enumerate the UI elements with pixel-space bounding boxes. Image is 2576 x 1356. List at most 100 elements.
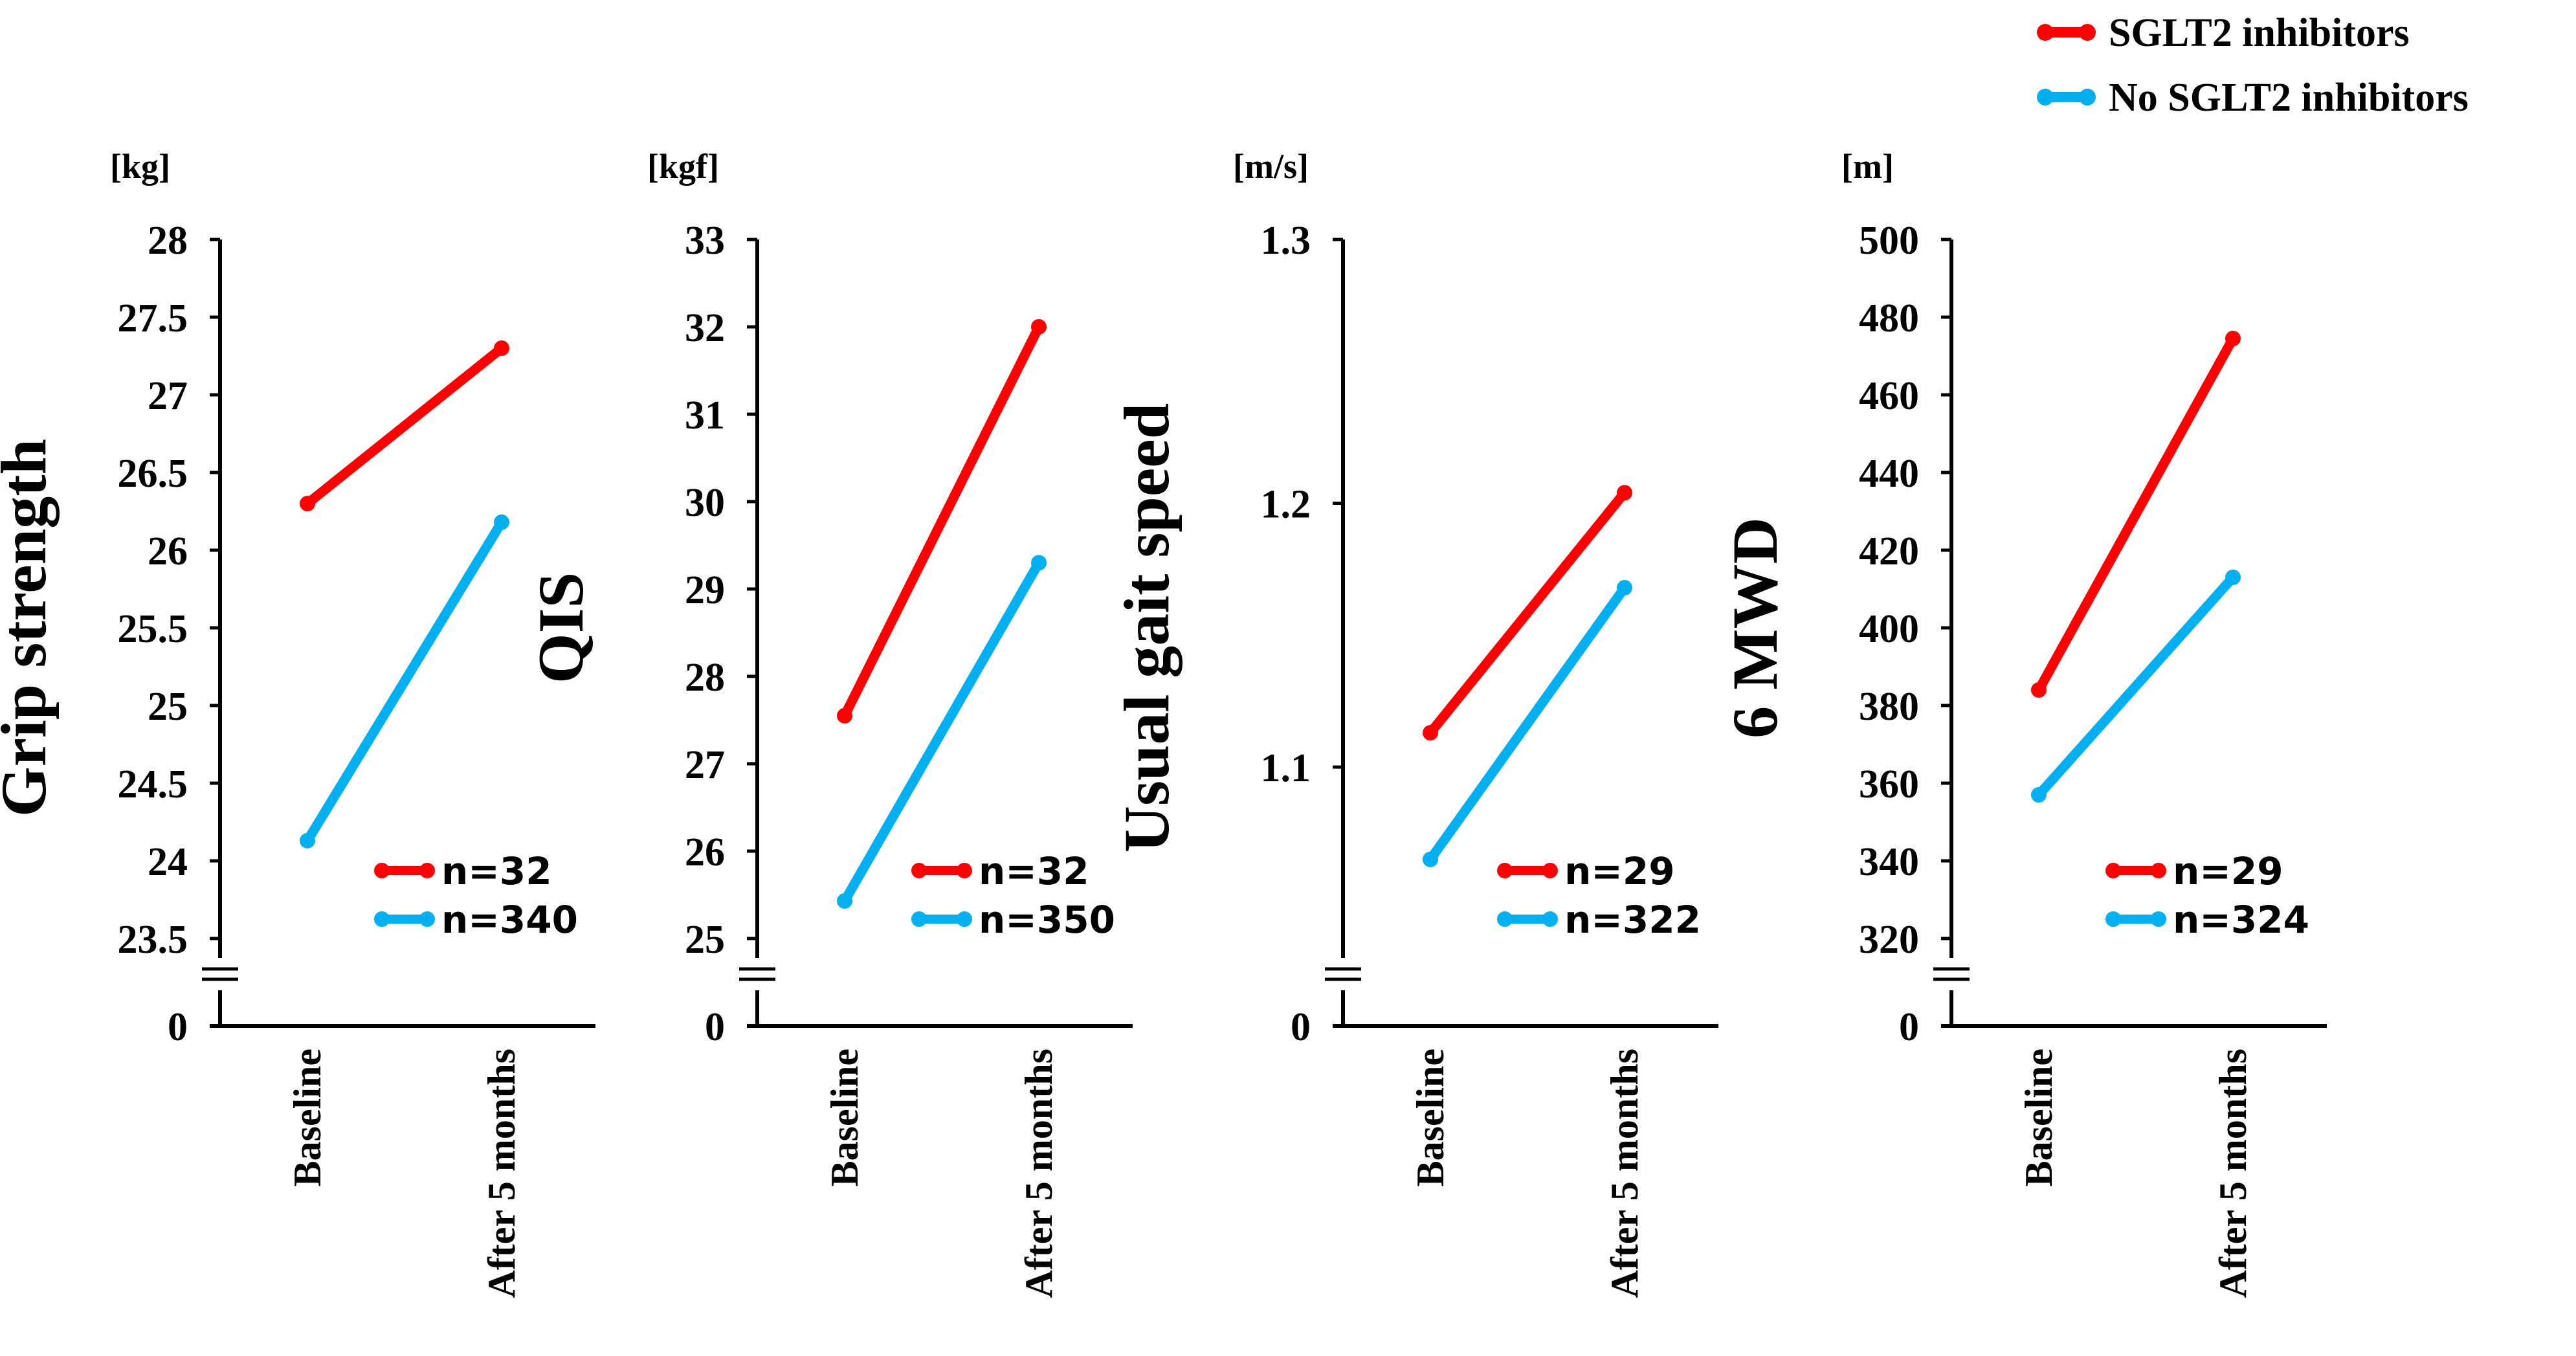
y-tick-label: 31 bbox=[685, 394, 725, 438]
y-axis-title: Usual gait speed bbox=[1111, 403, 1183, 853]
chart-panels: 0 23.5 24 24.5 25 25.5 26 26.5 27 27.5 28 [kg] Grip … bbox=[0, 147, 2327, 1298]
y-tick-label: 26 bbox=[148, 529, 188, 573]
unit-label: [kg] bbox=[110, 147, 170, 186]
x-category-label: After 5 months bbox=[480, 1049, 523, 1298]
n-legend-marker bbox=[2105, 911, 2121, 927]
legend-marker bbox=[2079, 89, 2096, 106]
n-legend-marker bbox=[2151, 911, 2166, 927]
y-tick-label: 360 bbox=[1859, 762, 1919, 806]
x-category-label: After 5 months bbox=[1603, 1049, 1646, 1298]
y-tick-label-zero: 0 bbox=[168, 1005, 188, 1049]
series-line bbox=[839, 322, 1044, 721]
n-legend-marker bbox=[1497, 863, 1513, 878]
data-point bbox=[2031, 682, 2047, 698]
y-tick-label: 26 bbox=[685, 830, 725, 874]
y-tick-label: 28 bbox=[148, 219, 188, 263]
y-tick-label: 460 bbox=[1859, 374, 1919, 418]
data-point bbox=[1423, 851, 1438, 867]
data-point bbox=[494, 340, 509, 356]
x-category-label: After 5 months bbox=[1017, 1049, 1060, 1298]
n-label: n=32 bbox=[979, 849, 1089, 893]
y-tick-label: 25.5 bbox=[118, 607, 188, 651]
y-tick-label: 32 bbox=[685, 306, 725, 350]
n-label: n=29 bbox=[2173, 849, 2283, 893]
n-legend-marker bbox=[419, 863, 435, 878]
series-line bbox=[1425, 583, 1630, 865]
n-label: n=350 bbox=[979, 898, 1115, 942]
n-legend-marker bbox=[1497, 911, 1513, 927]
chart-panel: 0 320 340 360 380 400 420 440 460 480 500 [m] 6 MWD B… bbox=[1719, 147, 2327, 1298]
y-tick-label-zero: 0 bbox=[1291, 1005, 1311, 1049]
n-legend-marker bbox=[911, 863, 927, 878]
data-point bbox=[837, 707, 852, 724]
n-legend-marker bbox=[374, 911, 390, 927]
legend-marker bbox=[2037, 89, 2054, 106]
data-point bbox=[1031, 555, 1047, 571]
y-axis-title: Grip strength bbox=[0, 439, 60, 817]
data-point bbox=[1617, 485, 1632, 501]
y-tick-label: 380 bbox=[1859, 685, 1919, 729]
y-tick-label-zero: 0 bbox=[705, 1005, 725, 1049]
y-tick-label: 29 bbox=[685, 568, 725, 612]
legend-label: No SGLT2 inhibitors bbox=[2109, 76, 2469, 120]
y-tick-label: 400 bbox=[1859, 607, 1919, 651]
y-tick-label: 320 bbox=[1859, 918, 1919, 962]
y-axis-title: 6 MWD bbox=[1719, 517, 1791, 739]
y-tick-label: 25 bbox=[685, 918, 725, 962]
n-label: n=322 bbox=[1564, 898, 1701, 942]
x-category-label: Baseline bbox=[1409, 1049, 1452, 1186]
x-category-label: Baseline bbox=[823, 1049, 866, 1186]
series-line bbox=[2034, 572, 2238, 800]
legend-marker bbox=[2037, 24, 2054, 41]
series-line bbox=[302, 517, 507, 846]
n-label: n=32 bbox=[441, 849, 552, 893]
y-tick-label: 26.5 bbox=[118, 452, 188, 496]
y-tick-label: 420 bbox=[1859, 529, 1919, 573]
data-point bbox=[837, 893, 852, 909]
n-legend-marker bbox=[2105, 863, 2121, 878]
x-category-label: Baseline bbox=[2017, 1049, 2060, 1186]
legend: SGLT2 inhibitors No SGLT2 inhibitors bbox=[2037, 11, 2469, 120]
y-tick-label: 1.1 bbox=[1261, 746, 1311, 790]
unit-label: [m/s] bbox=[1233, 147, 1309, 186]
n-legend-marker bbox=[1542, 863, 1558, 878]
y-tick-label: 27 bbox=[148, 374, 188, 418]
data-point bbox=[2031, 787, 2047, 803]
data-point bbox=[300, 496, 315, 511]
y-tick-label: 25 bbox=[148, 685, 188, 729]
y-tick-label: 28 bbox=[685, 656, 725, 700]
data-point bbox=[300, 832, 315, 849]
data-point bbox=[1423, 725, 1438, 741]
series-line bbox=[302, 343, 507, 509]
y-tick-label: 1.2 bbox=[1261, 483, 1311, 527]
n-legend-marker bbox=[911, 911, 927, 927]
y-tick-label: 340 bbox=[1859, 840, 1919, 884]
y-tick-label: 480 bbox=[1859, 296, 1919, 340]
data-point bbox=[2225, 331, 2241, 346]
y-tick-label: 440 bbox=[1859, 452, 1919, 496]
data-point bbox=[1031, 319, 1047, 335]
n-legend-marker bbox=[1542, 911, 1558, 927]
y-tick-label: 27 bbox=[685, 743, 725, 787]
chart-panel: 0 23.5 24 24.5 25 25.5 26 26.5 27 27.5 28 [kg] Grip … bbox=[0, 147, 595, 1298]
series-line bbox=[2034, 333, 2238, 695]
chart-panel: 0 25 26 27 28 29 30 31 32 33 [kgf] QIS Baseline After… bbox=[525, 147, 1133, 1298]
y-tick-label: 27.5 bbox=[118, 296, 188, 340]
n-legend-marker bbox=[419, 911, 435, 927]
y-tick-label: 500 bbox=[1859, 219, 1919, 263]
unit-label: [kgf] bbox=[647, 147, 719, 186]
n-label: n=29 bbox=[1564, 849, 1675, 893]
n-legend-marker bbox=[957, 911, 972, 927]
x-category-label: Baseline bbox=[286, 1049, 329, 1186]
y-tick-label: 1.3 bbox=[1261, 219, 1311, 263]
n-label: n=340 bbox=[441, 898, 578, 942]
x-category-label: After 5 months bbox=[2212, 1049, 2254, 1298]
y-tick-label: 24 bbox=[148, 840, 188, 884]
data-point bbox=[1617, 579, 1632, 595]
y-axis-title: QIS bbox=[525, 572, 597, 684]
y-tick-label: 24.5 bbox=[118, 762, 188, 806]
n-legend-marker bbox=[374, 863, 390, 878]
series-line bbox=[1425, 487, 1630, 738]
n-legend-marker bbox=[2151, 863, 2166, 878]
